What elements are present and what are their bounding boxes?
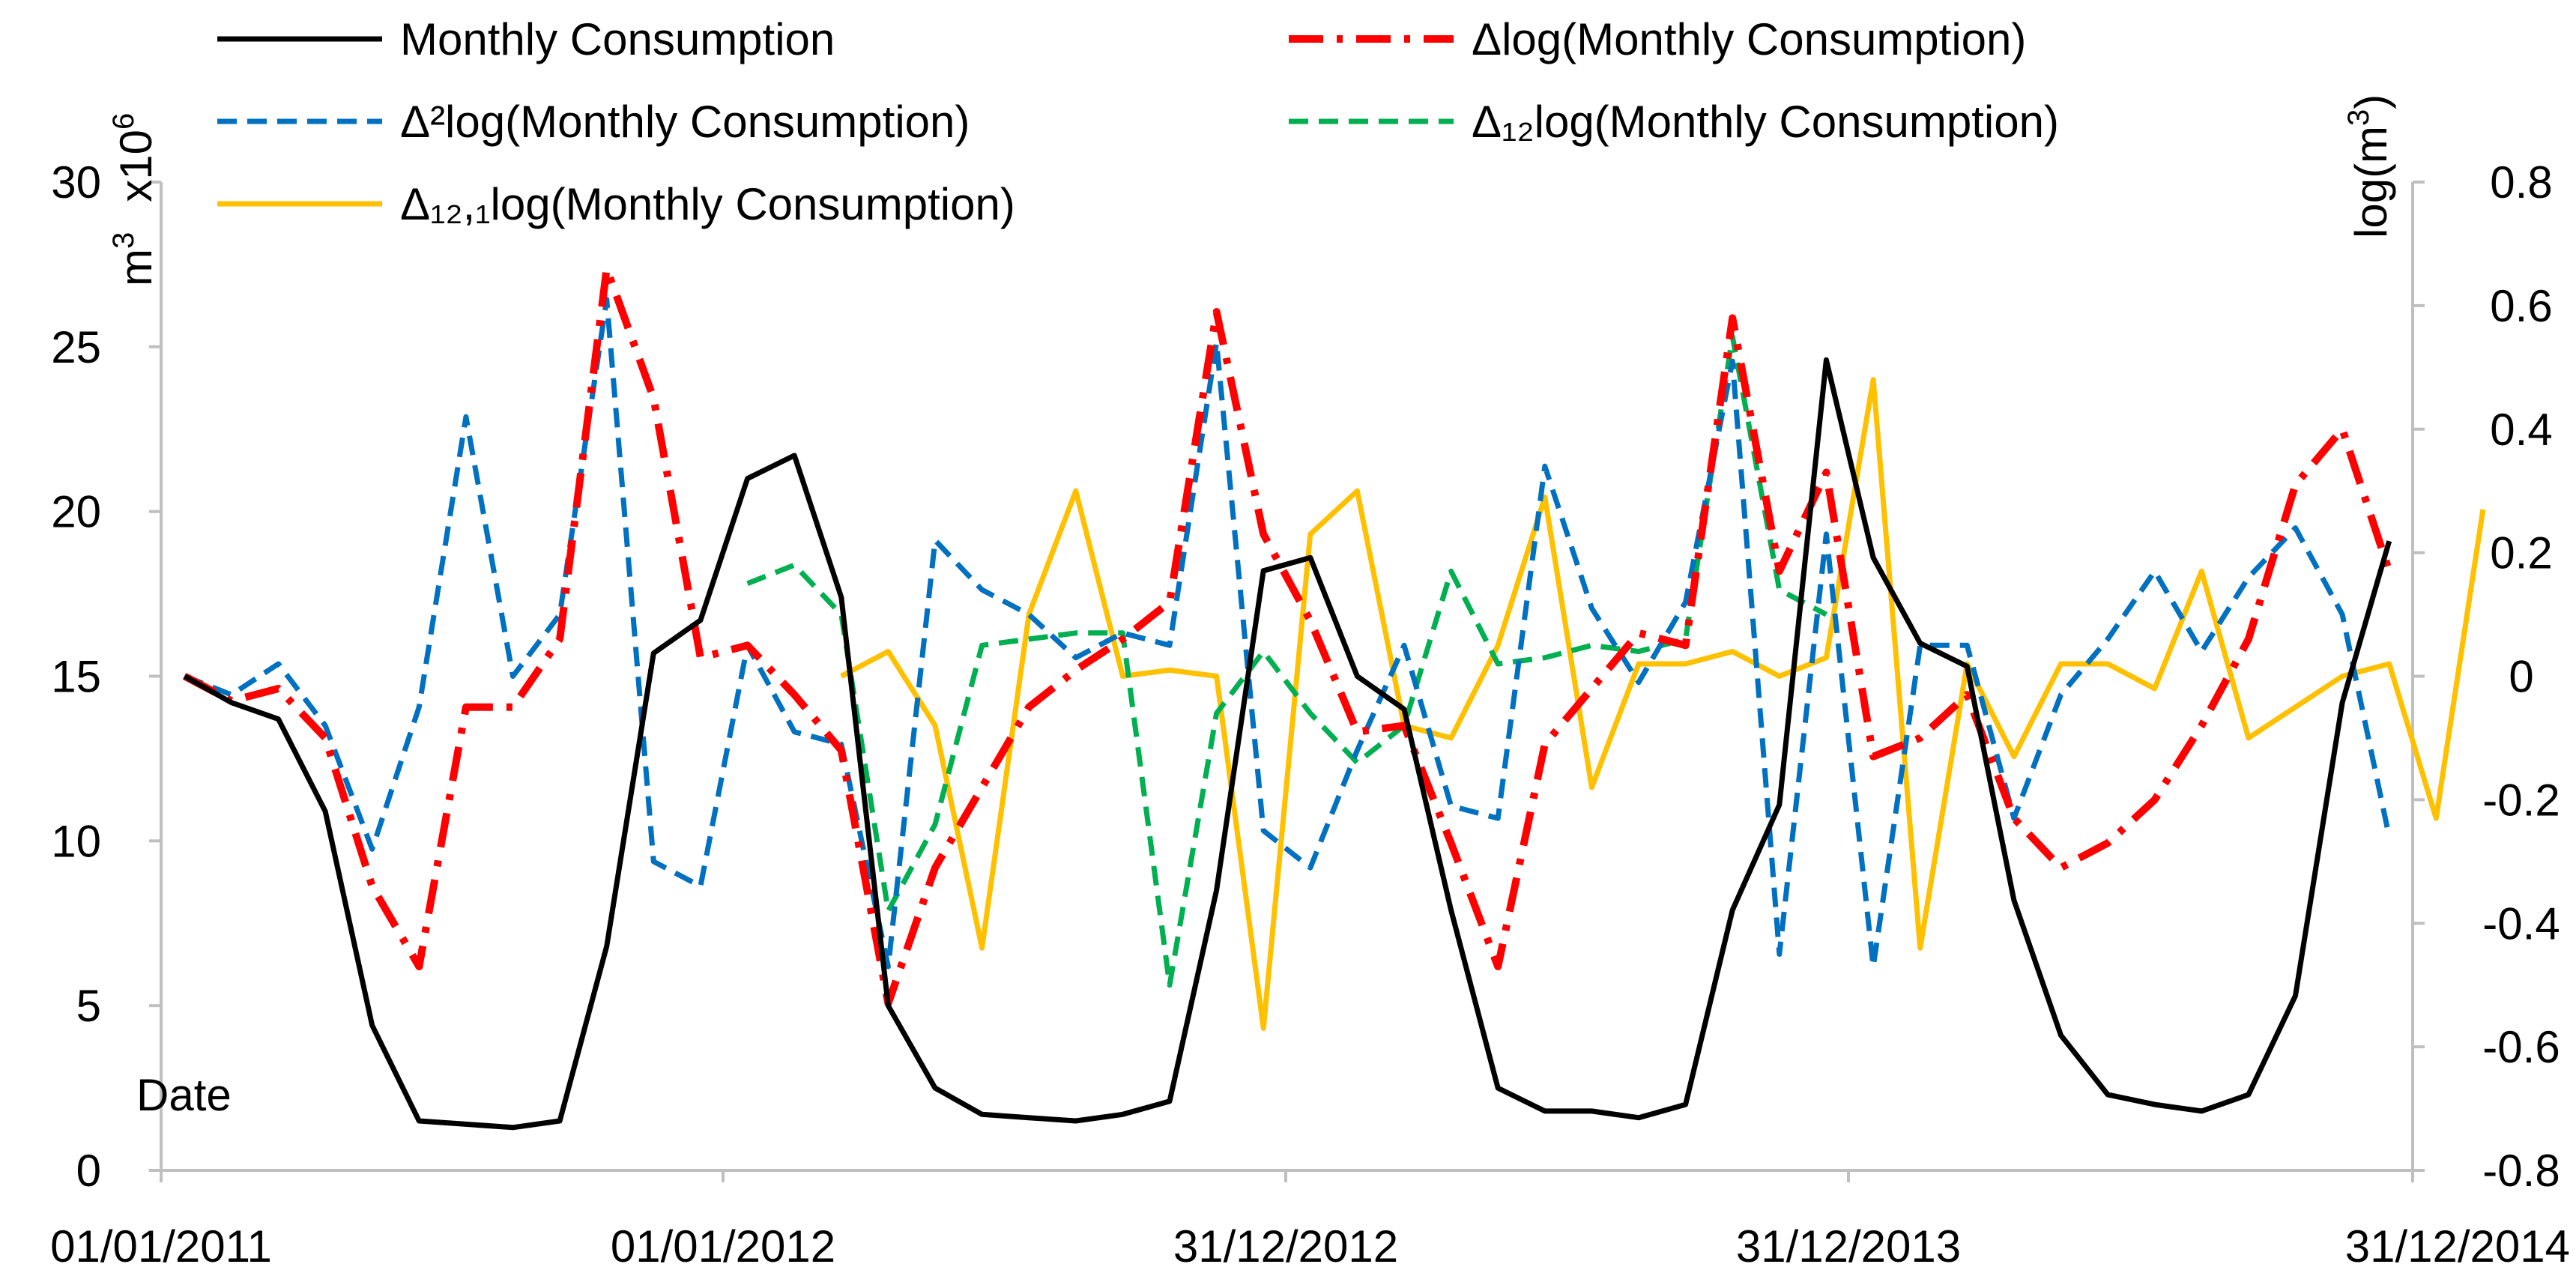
left-tick-label: 10 (51, 816, 101, 866)
right-tick-label: -0.8 (2482, 1146, 2560, 1196)
x-tick-label: 31/12/2014 (2345, 1221, 2570, 1272)
legend-label: Δ₁₂,₁log(Monthly Consumption) (400, 179, 1015, 229)
right-tick-label: 0.2 (2490, 528, 2552, 578)
legend-label: Δ₁₂log(Monthly Consumption) (1472, 97, 2059, 147)
axes-layer (149, 181, 2425, 1182)
x-tick-label: 01/01/2012 (611, 1221, 835, 1272)
right-tick-label: 0.8 (2490, 157, 2552, 208)
series-d2log (184, 297, 2392, 970)
x-tick-label: 31/12/2012 (1173, 1221, 1398, 1272)
right-axis-label-sup: 3 (2342, 109, 2375, 126)
legend-label: Δlog(Monthly Consumption) (1472, 14, 2026, 64)
legend: Monthly Consumption Δlog(Monthly Consumpt… (217, 14, 2059, 229)
legend-label: Δ²log(Monthly Consumption) (400, 97, 970, 147)
left-tick-label: 20 (51, 487, 101, 537)
labels-layer: 0 5 10 15 20 25 30 -0.8 -0.6 -0.4 -0.2 0 0.2 0.4 0.6 0.… (50, 94, 2570, 1272)
right-tick-label: -0.4 (2482, 898, 2560, 949)
left-axis-unit-label: m3 x106 (107, 113, 161, 286)
left-axis-title: m3 x106 (107, 113, 161, 286)
right-tick-label: 0 (2509, 652, 2533, 702)
left-axis-unit: m (111, 249, 161, 286)
right-tick-label: -0.2 (2482, 775, 2560, 825)
left-axis-multiplier: x10 (111, 130, 161, 202)
right-tick-label: 0.6 (2490, 281, 2552, 331)
series-d12-1log (840, 377, 2486, 1031)
series-layer (182, 264, 2486, 1131)
x-axis-title: Date (136, 1070, 232, 1120)
series-d12log (746, 333, 1828, 988)
left-tick-label: 25 (51, 322, 101, 372)
x-tick-label: 01/01/2011 (50, 1221, 272, 1272)
right-tick-label: -0.6 (2482, 1022, 2560, 1072)
legend-label: Monthly Consumption (400, 14, 835, 64)
right-axis-title: log(m3) (2342, 94, 2396, 238)
series-dlog (182, 264, 2393, 1008)
right-axis-label-end: ) (2346, 94, 2396, 109)
left-tick-label: 30 (51, 157, 101, 208)
right-axis-label: log(m3) (2342, 94, 2396, 238)
left-axis-unit-sup: 3 (107, 232, 140, 249)
right-tick-label: 0.4 (2490, 405, 2552, 455)
left-axis-multiplier-sup: 6 (107, 113, 140, 130)
left-tick-label: 0 (76, 1146, 101, 1196)
left-tick-label: 5 (76, 981, 101, 1031)
right-axis-label-main: log(m (2346, 126, 2396, 238)
x-tick-label: 31/12/2013 (1736, 1221, 1961, 1272)
series-monthly-consumption (183, 357, 2392, 1131)
left-tick-label: 15 (51, 652, 101, 702)
